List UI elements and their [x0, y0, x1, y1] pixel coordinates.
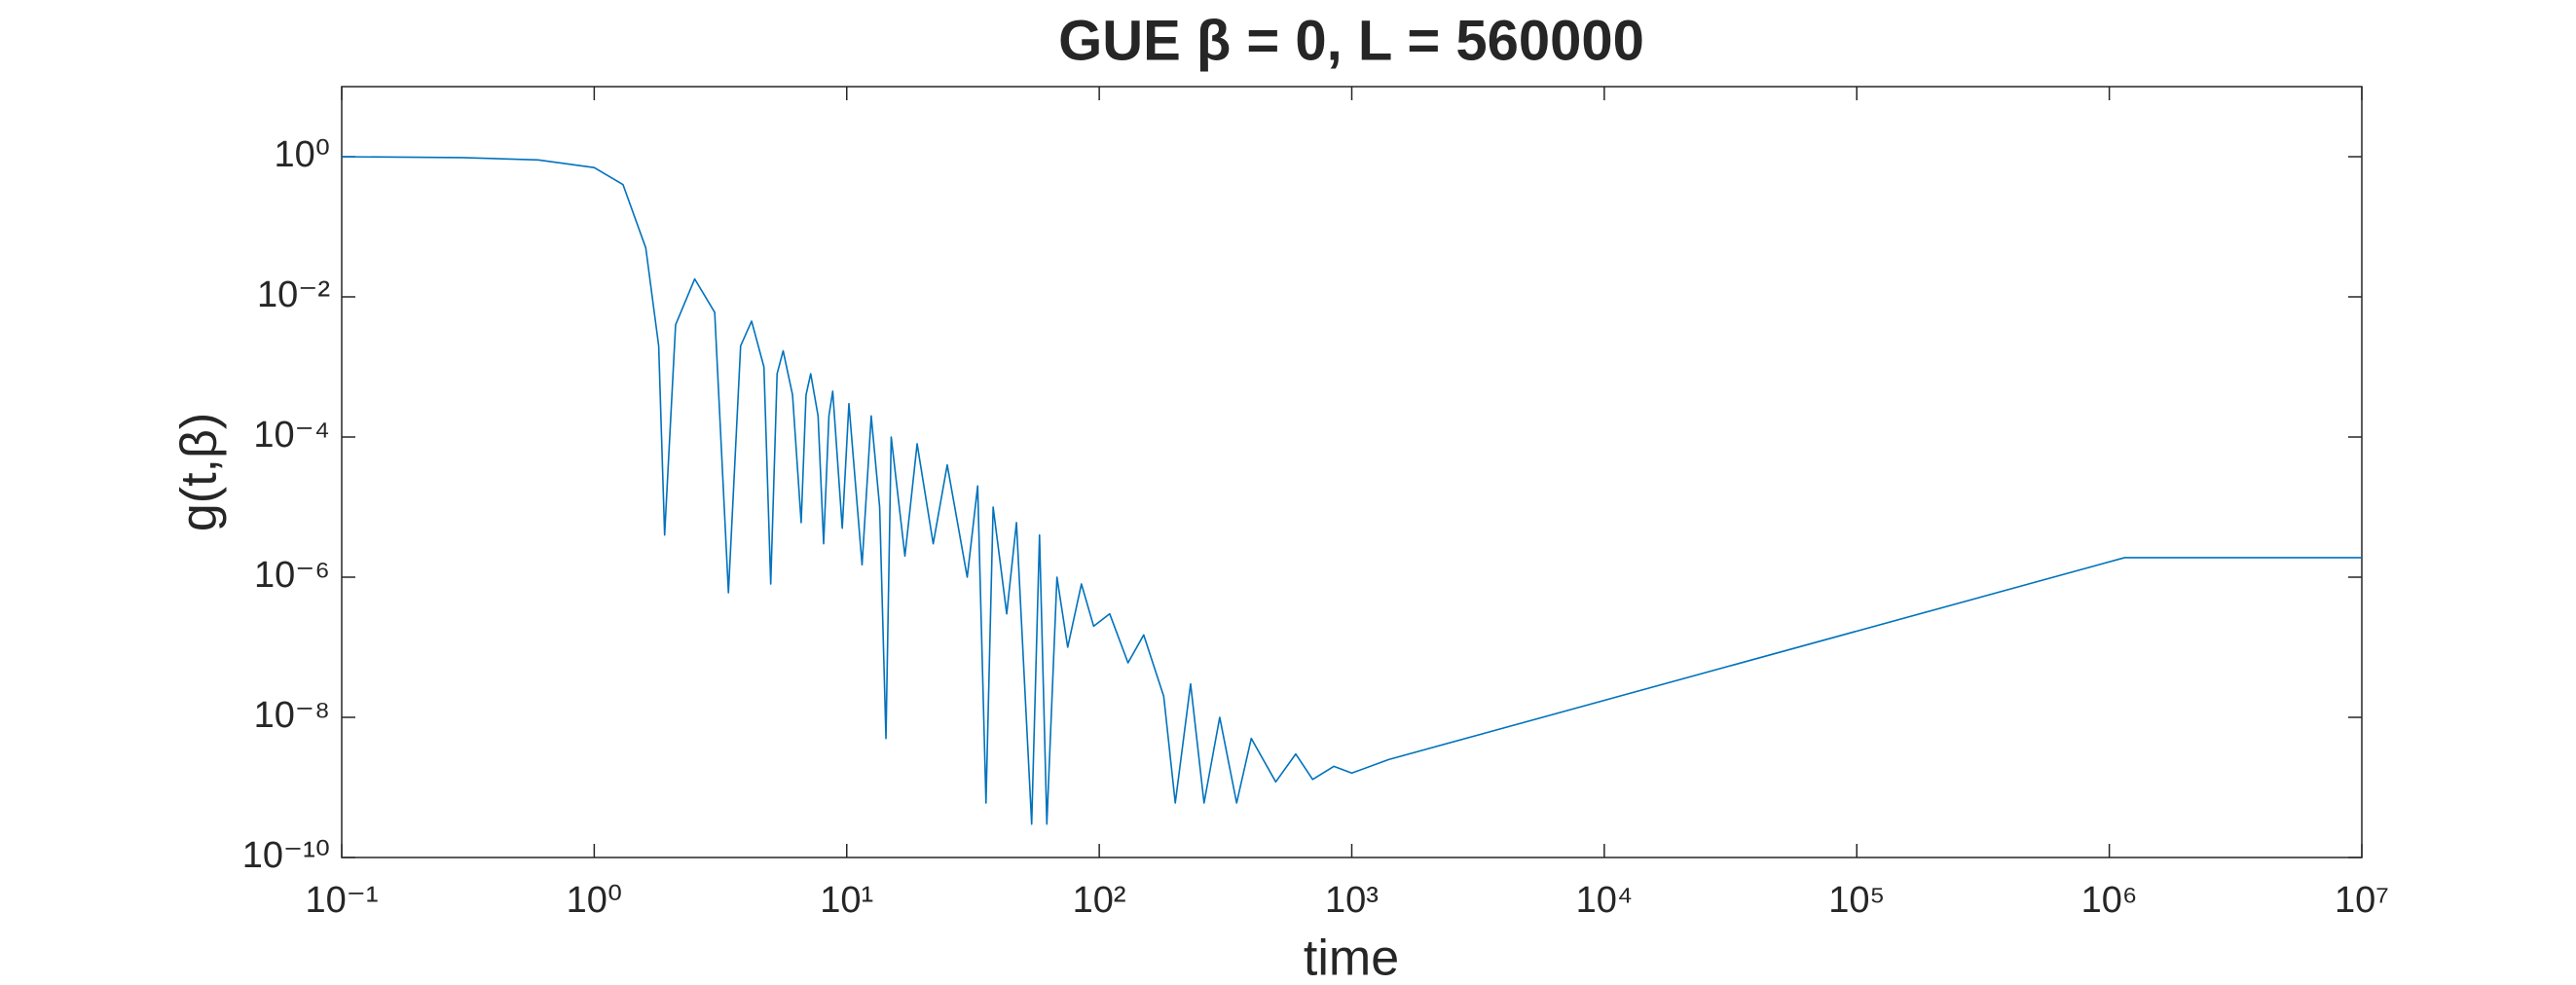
- x-tick-label: 10⁶: [2081, 880, 2138, 921]
- plot-frame: [341, 86, 2363, 858]
- x-tick-label: 10⁷: [2335, 880, 2389, 921]
- y-tick-label: 10⁻⁸: [254, 695, 330, 736]
- data-line: [341, 156, 2362, 825]
- x-tick-label: 10³: [1325, 880, 1379, 921]
- y-tick-label: 10⁰: [274, 134, 330, 175]
- y-axis-label: g(t,β): [171, 413, 228, 531]
- x-tick-label: 10²: [1073, 880, 1126, 921]
- x-tick-label: 10¹: [820, 880, 873, 921]
- y-tick-label: 10⁻¹⁰: [242, 835, 330, 876]
- chart-title: GUE β = 0, L = 560000: [1058, 9, 1644, 72]
- x-tick-label: 10⁴: [1576, 880, 1634, 921]
- x-axis-label: time: [1304, 930, 1399, 985]
- y-tick-label: 10⁻⁴: [253, 415, 330, 456]
- x-tick-label: 10⁰: [567, 880, 623, 921]
- x-tick-label: 10⁻¹: [306, 880, 379, 921]
- y-tick-label: 10⁻²: [257, 274, 330, 315]
- y-tick-label: 10⁻⁶: [254, 555, 330, 596]
- x-tick-label: 10⁵: [1828, 880, 1885, 921]
